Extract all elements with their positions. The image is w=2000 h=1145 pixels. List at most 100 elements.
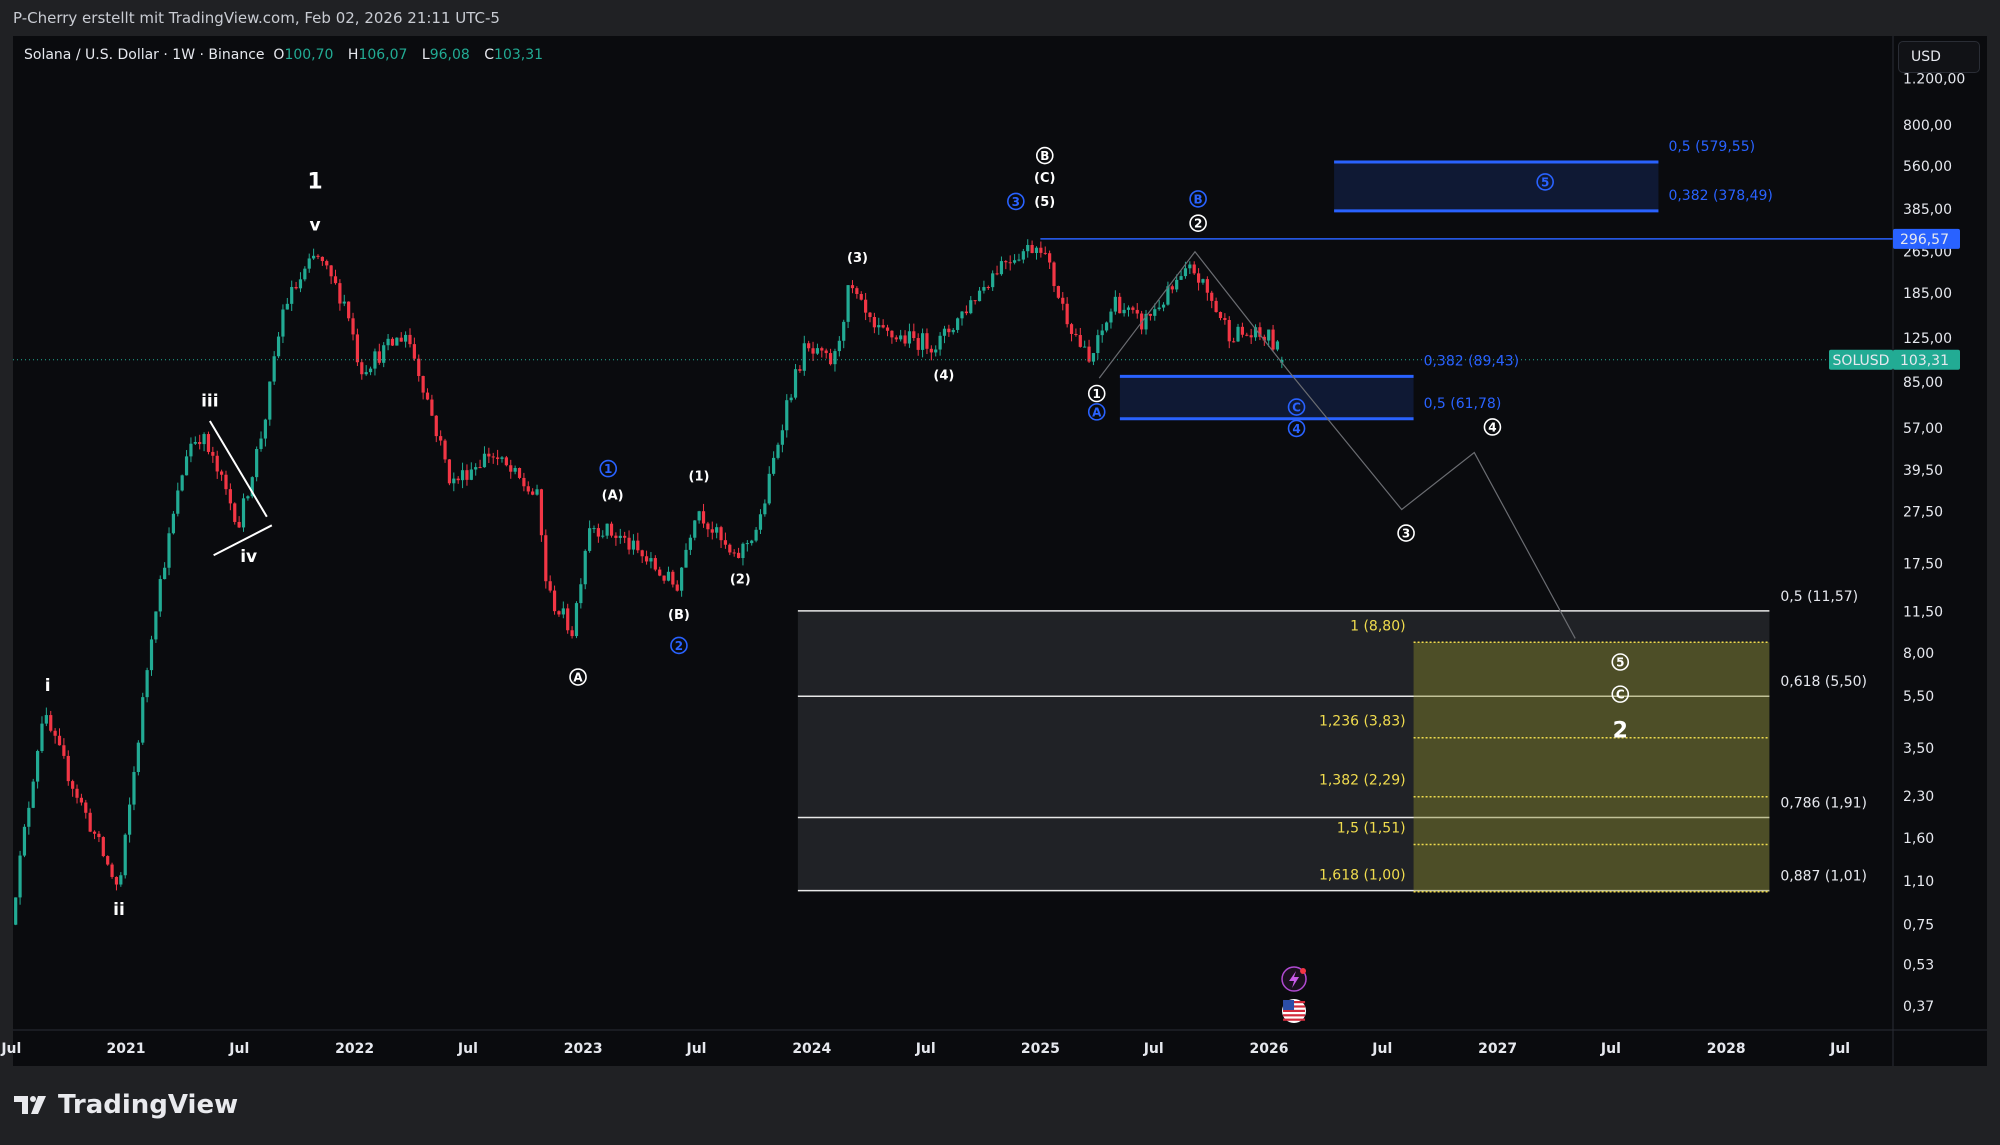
candle[interactable]: [106, 855, 110, 866]
candle[interactable]: [487, 447, 491, 464]
candle[interactable]: [460, 462, 465, 489]
candle[interactable]: [167, 527, 171, 576]
candle[interactable]: [127, 797, 132, 843]
candle[interactable]: [1030, 240, 1034, 254]
time-axis-tick[interactable]: 2021: [107, 1041, 146, 1057]
candle[interactable]: [31, 778, 35, 809]
symbol-title[interactable]: Solana / U.S. Dollar · 1W · Binance: [24, 47, 265, 63]
candle[interactable]: [408, 328, 412, 348]
candle[interactable]: [456, 476, 460, 484]
candle[interactable]: [22, 824, 27, 858]
candle[interactable]: [268, 381, 272, 426]
wave-label[interactable]: A: [569, 668, 587, 686]
candle[interactable]: [991, 270, 995, 291]
candle[interactable]: [263, 418, 268, 447]
wave-projection-path[interactable]: [1098, 250, 1576, 639]
candle[interactable]: [1113, 290, 1117, 315]
candle[interactable]: [1131, 305, 1135, 314]
candle[interactable]: [977, 286, 982, 302]
candle[interactable]: [570, 626, 574, 639]
candle[interactable]: [772, 451, 776, 476]
candle[interactable]: [329, 264, 333, 285]
price-axis-tick[interactable]: 57,00: [1903, 421, 1943, 437]
candle[interactable]: [114, 876, 119, 891]
candle[interactable]: [10, 911, 13, 933]
candle[interactable]: [1170, 284, 1174, 294]
candle[interactable]: [180, 474, 184, 492]
candle[interactable]: [491, 452, 495, 464]
us-flag-event-icon[interactable]: [1282, 999, 1307, 1023]
candle[interactable]: [881, 319, 885, 329]
candle[interactable]: [1153, 303, 1157, 321]
candle[interactable]: [149, 635, 154, 676]
wave-label[interactable]: 5: [1536, 173, 1554, 191]
candle[interactable]: [320, 256, 324, 266]
wave-label[interactable]: 3: [1397, 524, 1415, 542]
candle[interactable]: [1245, 332, 1249, 337]
candle[interactable]: [443, 438, 447, 463]
candle[interactable]: [1048, 250, 1052, 269]
candle[interactable]: [509, 459, 513, 479]
candle[interactable]: [412, 337, 416, 361]
candle[interactable]: [351, 312, 355, 341]
candle[interactable]: [767, 466, 771, 506]
candle[interactable]: [973, 300, 977, 305]
candle[interactable]: [872, 312, 876, 334]
candle[interactable]: [566, 603, 570, 634]
time-axis-tick[interactable]: 2028: [1707, 1041, 1746, 1057]
candle[interactable]: [171, 511, 176, 535]
candle[interactable]: [298, 272, 303, 293]
candle[interactable]: [215, 450, 219, 479]
candle[interactable]: [999, 256, 1004, 276]
candle[interactable]: [824, 348, 828, 359]
candle[interactable]: [1210, 290, 1214, 309]
candle[interactable]: [202, 432, 206, 452]
candle[interactable]: [574, 601, 579, 639]
time-axis-tick[interactable]: 2026: [1250, 1041, 1289, 1057]
wave-label[interactable]: B: [1189, 190, 1207, 208]
candle[interactable]: [877, 317, 881, 335]
time-axis-tick[interactable]: Jul: [1600, 1041, 1621, 1057]
candle[interactable]: [220, 469, 224, 481]
candle[interactable]: [382, 342, 386, 368]
candle[interactable]: [119, 872, 123, 887]
candle[interactable]: [439, 430, 443, 446]
candle[interactable]: [1135, 303, 1139, 319]
candle[interactable]: [842, 319, 846, 349]
candle[interactable]: [1118, 292, 1122, 314]
price-axis-tick[interactable]: 125,00: [1903, 331, 1952, 347]
candle[interactable]: [276, 331, 281, 359]
candle[interactable]: [579, 578, 583, 609]
candle[interactable]: [1109, 308, 1113, 329]
candle[interactable]: [1192, 261, 1196, 275]
candle[interactable]: [855, 286, 859, 299]
candle[interactable]: [145, 667, 149, 703]
wave-label[interactable]: B: [1035, 146, 1054, 165]
candle[interactable]: [745, 540, 749, 552]
candle[interactable]: [758, 509, 763, 535]
candle[interactable]: [123, 833, 127, 879]
candle[interactable]: [189, 437, 193, 463]
wave-label[interactable]: 5: [1611, 653, 1630, 671]
candle[interactable]: [627, 530, 631, 555]
price-axis-tick[interactable]: 17,50: [1903, 556, 1943, 572]
candle[interactable]: [1122, 303, 1126, 317]
candle[interactable]: [79, 793, 84, 806]
candle[interactable]: [1161, 302, 1166, 312]
candle[interactable]: [1157, 300, 1161, 311]
price-axis-tick[interactable]: 0,53: [1903, 958, 1934, 974]
candle[interactable]: [701, 503, 706, 528]
candle[interactable]: [500, 456, 504, 463]
candle[interactable]: [395, 337, 399, 346]
candle[interactable]: [1004, 260, 1008, 270]
candle[interactable]: [312, 248, 316, 260]
time-axis-tick[interactable]: 2023: [564, 1041, 603, 1057]
candle[interactable]: [281, 304, 285, 344]
candle[interactable]: [894, 335, 898, 343]
wave-label[interactable]: 1: [599, 459, 618, 478]
candle[interactable]: [1214, 297, 1218, 313]
candle[interactable]: [355, 328, 360, 367]
candle[interactable]: [1218, 311, 1223, 321]
candle[interactable]: [688, 534, 692, 556]
candle[interactable]: [110, 862, 114, 879]
